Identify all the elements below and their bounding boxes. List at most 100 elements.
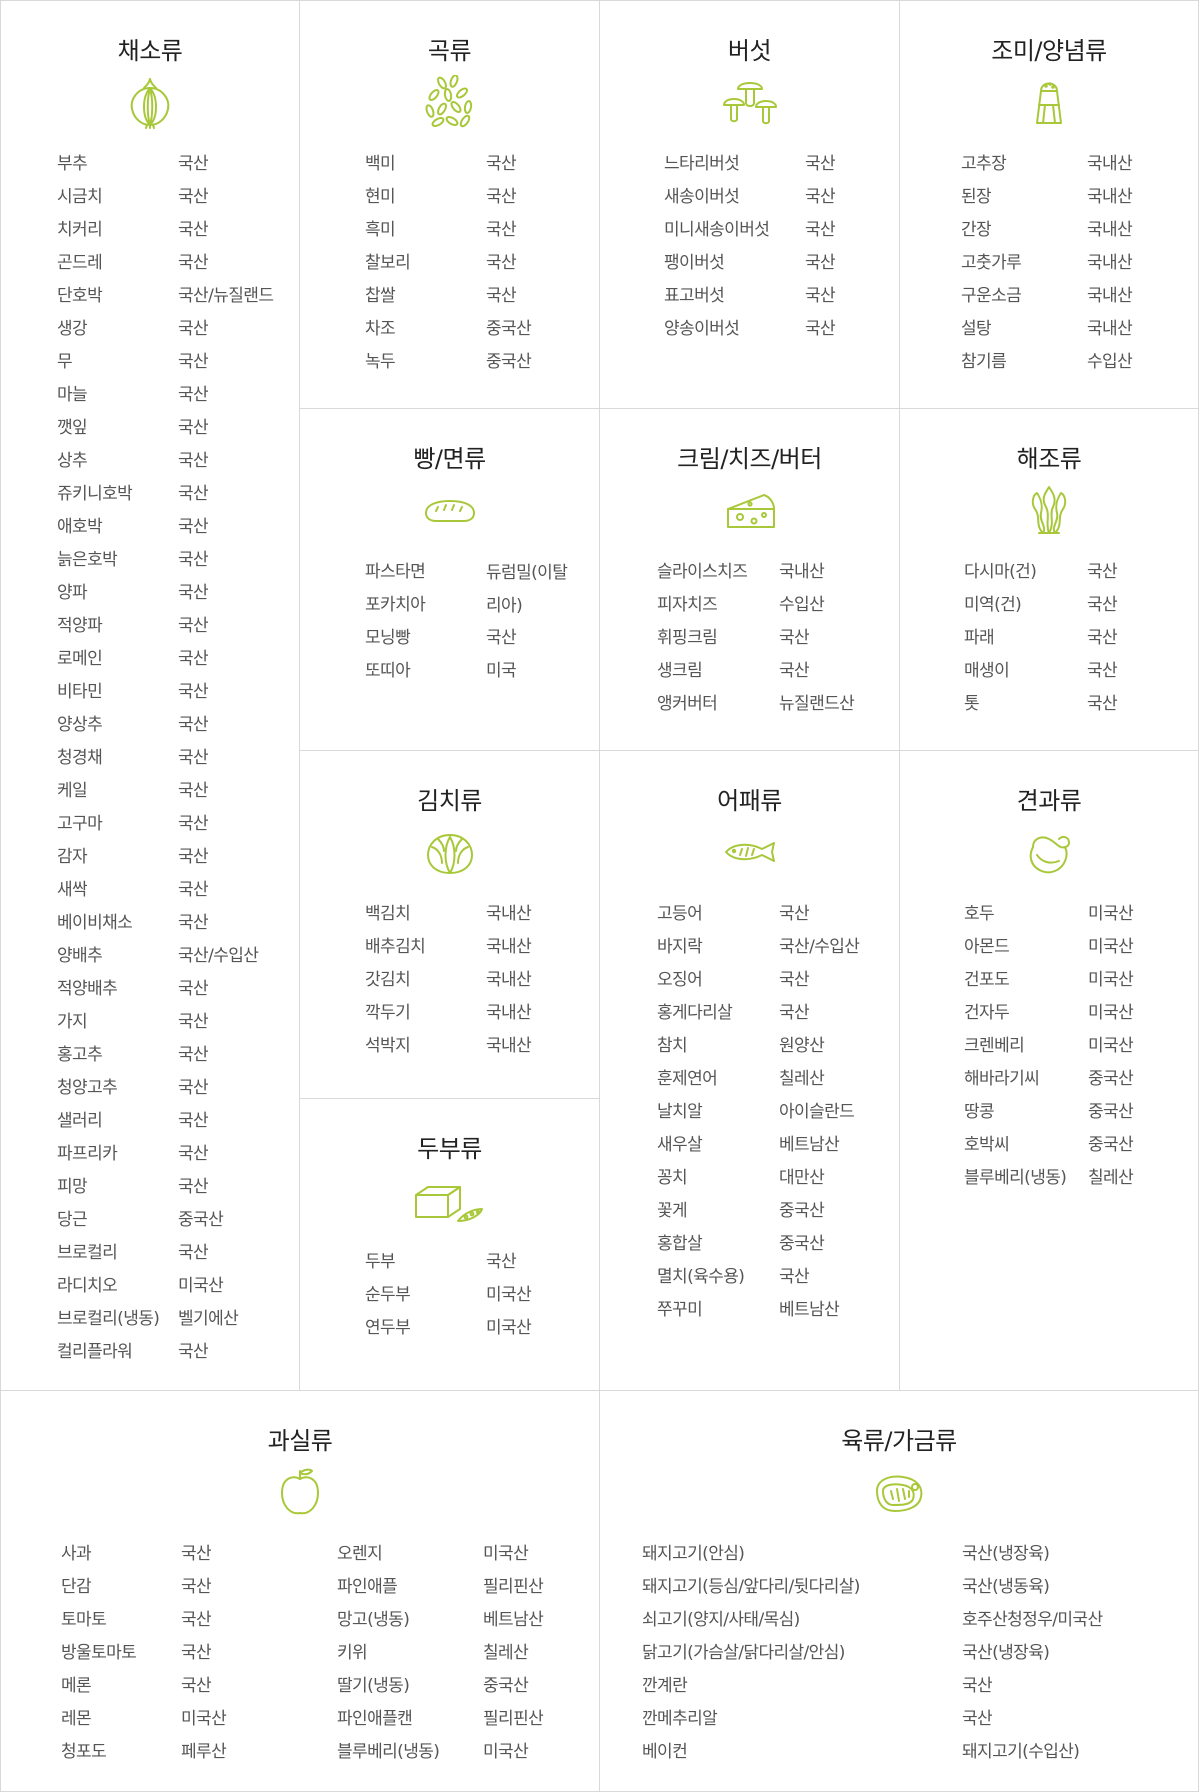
item-name: 구운소금 <box>961 286 1022 306</box>
item-origin: 미국산 <box>1088 970 1134 990</box>
list-item: 마늘 국산 <box>57 380 301 413</box>
list-item: 쭈꾸미 베트남산 <box>657 1295 897 1328</box>
item-origin: 대만산 <box>779 1168 825 1188</box>
item-name: 건포도 <box>964 970 1010 990</box>
item-origin: 미국산 <box>1088 904 1134 924</box>
item-name: 고구마 <box>57 814 103 834</box>
item-name: 치커리 <box>57 220 103 240</box>
item-origin: 수입산 <box>1087 352 1133 372</box>
list-item: 앵커버터 뉴질랜드산 <box>657 689 897 722</box>
item-name: 찰보리 <box>365 253 411 273</box>
item-name: 파프리카 <box>57 1144 118 1164</box>
item-name: 매생이 <box>964 661 1010 681</box>
list-item: 간장 국내산 <box>961 215 1197 248</box>
item-name: 훈제연어 <box>657 1069 718 1089</box>
list-item: 파인애플캔 필리핀산 <box>337 1704 597 1737</box>
item-origin: 중국산 <box>779 1234 825 1254</box>
item-name: 토마토 <box>61 1610 107 1630</box>
list-item: 레몬 미국산 <box>61 1704 281 1737</box>
item-origin: 국산 <box>181 1544 212 1564</box>
item-name: 돼지고기(안심) <box>642 1544 745 1564</box>
list-item: 가지 국산 <box>57 1007 301 1040</box>
item-name: 날치알 <box>657 1102 703 1122</box>
item-list: 파스타면 듀럼밀(이탈리아) 포카치아 모닝빵 국산 또띠아 미국 <box>365 557 595 689</box>
item-origin: 국산 <box>779 970 810 990</box>
list-item: 모닝빵 국산 <box>365 623 595 656</box>
item-name: 두부 <box>365 1252 396 1272</box>
item-origin: 벨기에산 <box>178 1309 239 1329</box>
item-name: 쥬키니호박 <box>57 484 133 504</box>
list-item: 고등어 국산 <box>657 899 897 932</box>
item-name: 감자 <box>57 847 88 867</box>
item-name: 갓김치 <box>365 970 411 990</box>
item-name: 꽁치 <box>657 1168 688 1188</box>
item-origin: 미국산 <box>1088 937 1134 957</box>
item-name: 호두 <box>964 904 995 924</box>
item-origin: 국산 <box>1087 694 1118 714</box>
list-item: 해바라기씨 중국산 <box>964 1064 1197 1097</box>
list-item: 치커리 국산 <box>57 215 301 248</box>
item-name: 청양고추 <box>57 1078 118 1098</box>
item-origin: 국산 <box>178 1243 209 1263</box>
cheese-icon <box>720 483 780 537</box>
item-name: 단호박 <box>57 286 103 306</box>
list-item: 무 국산 <box>57 347 301 380</box>
list-item: 딸기(냉동) 중국산 <box>337 1671 597 1704</box>
item-name: 사과 <box>61 1544 92 1564</box>
item-name: 오징어 <box>657 970 703 990</box>
item-origin: 국산 <box>178 1111 209 1131</box>
list-item: 갓김치 국내산 <box>365 965 595 998</box>
list-item: 호박씨 중국산 <box>964 1130 1197 1163</box>
item-name: 새우살 <box>657 1135 703 1155</box>
section-title: 해조류 <box>1016 445 1082 473</box>
list-item: 곤드레 국산 <box>57 248 301 281</box>
item-list: 돼지고기(안심) 국산(냉장육) 돼지고기(등심/앞다리/뒷다리살) 국산(냉동육) 쇠… <box>642 1539 1192 1770</box>
item-origin: 국산 <box>178 550 209 570</box>
item-list-right: 오렌지 미국산 파인애플 필리핀산 망고(냉동) 베트남산 키위 칠레산 딸기(냉동) 중국산 파인… <box>337 1539 597 1770</box>
item-origin: 국산 <box>805 286 836 306</box>
item-name: 마늘 <box>57 385 88 405</box>
item-name: 다시마(건) <box>964 562 1037 582</box>
item-name: 해바라기씨 <box>964 1069 1040 1089</box>
item-origin: 국산(냉장육) <box>962 1643 1050 1663</box>
list-item: 차조 중국산 <box>365 314 595 347</box>
item-name: 깐메추리알 <box>642 1709 718 1729</box>
list-item: 꽃게 중국산 <box>657 1196 897 1229</box>
item-name: 고추장 <box>961 154 1007 174</box>
item-list: 백김치 국내산 배추김치 국내산 갓김치 국내산 깍두기 국내산 석박지 국내산 <box>365 899 595 1064</box>
item-origin: 미국산 <box>486 1318 532 1338</box>
item-origin: 국내산 <box>1087 220 1133 240</box>
list-item: 피자치즈 수입산 <box>657 590 897 623</box>
list-item: 바지락 국산/수입산 <box>657 932 897 965</box>
item-name: 비타민 <box>57 682 103 702</box>
item-name: 적양배추 <box>57 979 118 999</box>
item-name: 톳 <box>964 694 980 714</box>
list-item: 꽁치 대만산 <box>657 1163 897 1196</box>
section-title: 곡류 <box>427 37 472 65</box>
item-name: 가지 <box>57 1012 88 1032</box>
list-item: 호두 미국산 <box>964 899 1197 932</box>
item-name: 느타리버섯 <box>664 154 740 174</box>
item-origin: 국산 <box>486 220 517 240</box>
item-name: 양배추 <box>57 946 103 966</box>
item-name: 현미 <box>365 187 396 207</box>
item-list-left: 사과 국산 단감 국산 토마토 국산 방울토마토 국산 메론 국산 레몬 미국산 청포도 페루산 <box>61 1539 281 1770</box>
item-list: 호두 미국산 아몬드 미국산 건포도 미국산 건자두 미국산 크렌베리 미국산 해바라기씨 중국산 땅콩… <box>964 899 1197 1196</box>
list-item: 새우살 베트남산 <box>657 1130 897 1163</box>
list-item: 팽이버섯 국산 <box>664 248 900 281</box>
item-origin: 국산 <box>486 628 517 648</box>
item-name: 깐계란 <box>642 1676 688 1696</box>
item-origin: 국내산 <box>779 562 825 582</box>
item-name: 흑미 <box>365 220 396 240</box>
item-origin: 국산 <box>178 418 209 438</box>
item-origin: 국산/수입산 <box>779 937 860 957</box>
list-item: 로메인 국산 <box>57 644 301 677</box>
item-origin: 필리핀산 <box>483 1709 544 1729</box>
item-name: 브로컬리(냉동) <box>57 1309 160 1329</box>
item-name: 부추 <box>57 154 88 174</box>
item-origin: 국산 <box>178 451 209 471</box>
list-item: 건포도 미국산 <box>964 965 1197 998</box>
list-item: 청경채 국산 <box>57 743 301 776</box>
item-origin: 국산 <box>178 847 209 867</box>
item-name: 새싹 <box>57 880 88 900</box>
